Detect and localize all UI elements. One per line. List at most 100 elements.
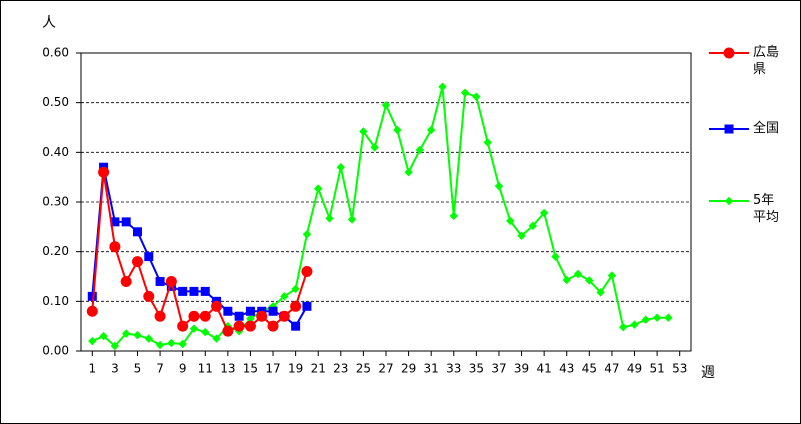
x-tick-label: 5	[134, 362, 142, 376]
marker	[438, 82, 447, 91]
marker	[211, 300, 223, 312]
marker	[381, 100, 391, 110]
marker	[528, 221, 538, 231]
y-tick-label: 0.60	[42, 46, 69, 60]
marker	[244, 320, 256, 332]
x-tick-label: 41	[537, 362, 552, 376]
marker	[641, 315, 651, 324]
x-tick-label: 31	[424, 362, 439, 376]
x-tick-label: 17	[265, 362, 280, 376]
marker	[460, 88, 470, 97]
marker	[177, 320, 189, 332]
marker	[619, 322, 628, 332]
marker	[88, 336, 97, 346]
x-tick-label: 35	[469, 362, 484, 376]
marker	[188, 310, 200, 322]
legend-label: 広島県	[753, 45, 780, 77]
x-tick-label: 53	[672, 362, 687, 376]
marker	[370, 143, 379, 152]
x-tick-label: 49	[627, 362, 642, 376]
marker	[426, 125, 436, 135]
x-tick-label: 39	[514, 362, 529, 376]
marker	[301, 266, 313, 278]
marker	[120, 275, 132, 287]
marker	[449, 211, 458, 221]
x-tick-label: 43	[559, 362, 574, 376]
marker	[212, 334, 221, 343]
marker	[291, 284, 300, 294]
marker	[596, 288, 605, 297]
marker	[143, 290, 155, 302]
x-tick-label: 23	[333, 362, 348, 376]
marker	[98, 166, 110, 178]
marker	[110, 341, 120, 351]
marker	[724, 196, 734, 206]
marker	[132, 227, 142, 237]
marker	[664, 313, 673, 322]
marker	[278, 310, 290, 322]
marker	[121, 217, 131, 227]
x-tick-label: 11	[198, 362, 213, 376]
marker	[189, 286, 199, 296]
x-tick-label: 13	[220, 362, 235, 376]
marker	[630, 320, 639, 329]
x-tick-label: 29	[401, 362, 416, 376]
marker	[222, 325, 234, 337]
legend-label: 全国	[753, 121, 780, 136]
marker	[607, 271, 617, 280]
marker	[86, 305, 98, 317]
marker	[189, 324, 199, 333]
marker	[359, 127, 368, 136]
marker	[347, 215, 357, 224]
marker	[393, 125, 402, 135]
marker	[494, 181, 504, 191]
marker	[121, 329, 131, 338]
y-tick-label: 0.30	[42, 195, 69, 209]
marker	[201, 327, 210, 337]
x-tick-label: 19	[288, 362, 303, 376]
y-tick-label: 0.00	[42, 344, 69, 358]
x-tick-label: 7	[156, 362, 164, 376]
marker	[233, 320, 245, 332]
marker	[234, 311, 244, 321]
marker	[144, 252, 154, 262]
marker	[133, 330, 142, 340]
marker	[302, 301, 312, 311]
marker	[268, 306, 278, 316]
marker	[199, 310, 211, 322]
marker	[165, 275, 177, 287]
x-tick-label: 37	[491, 362, 506, 376]
marker	[178, 339, 187, 349]
y-tick-label: 0.10	[42, 294, 69, 308]
marker	[415, 145, 425, 155]
x-axis-label: 週	[701, 365, 715, 381]
marker	[652, 313, 662, 322]
marker	[99, 331, 108, 341]
marker	[506, 216, 515, 226]
marker	[131, 256, 143, 268]
marker	[325, 214, 334, 223]
marker	[483, 138, 492, 147]
marker	[562, 275, 571, 285]
x-tick-label: 27	[378, 362, 393, 376]
y-tick-label: 0.40	[42, 145, 69, 159]
marker	[336, 163, 346, 172]
x-tick-label: 25	[356, 362, 371, 376]
marker	[724, 124, 734, 134]
marker	[573, 269, 583, 279]
marker	[291, 321, 301, 331]
series-line	[91, 167, 308, 328]
marker	[290, 300, 302, 312]
marker	[539, 208, 549, 218]
marker	[155, 276, 165, 286]
marker	[723, 47, 735, 59]
marker	[404, 167, 413, 177]
x-tick-label: 3	[111, 362, 119, 376]
marker	[517, 231, 526, 240]
marker	[551, 252, 560, 261]
y-tick-label: 0.50	[42, 95, 69, 109]
marker	[585, 276, 594, 285]
marker	[256, 310, 268, 322]
